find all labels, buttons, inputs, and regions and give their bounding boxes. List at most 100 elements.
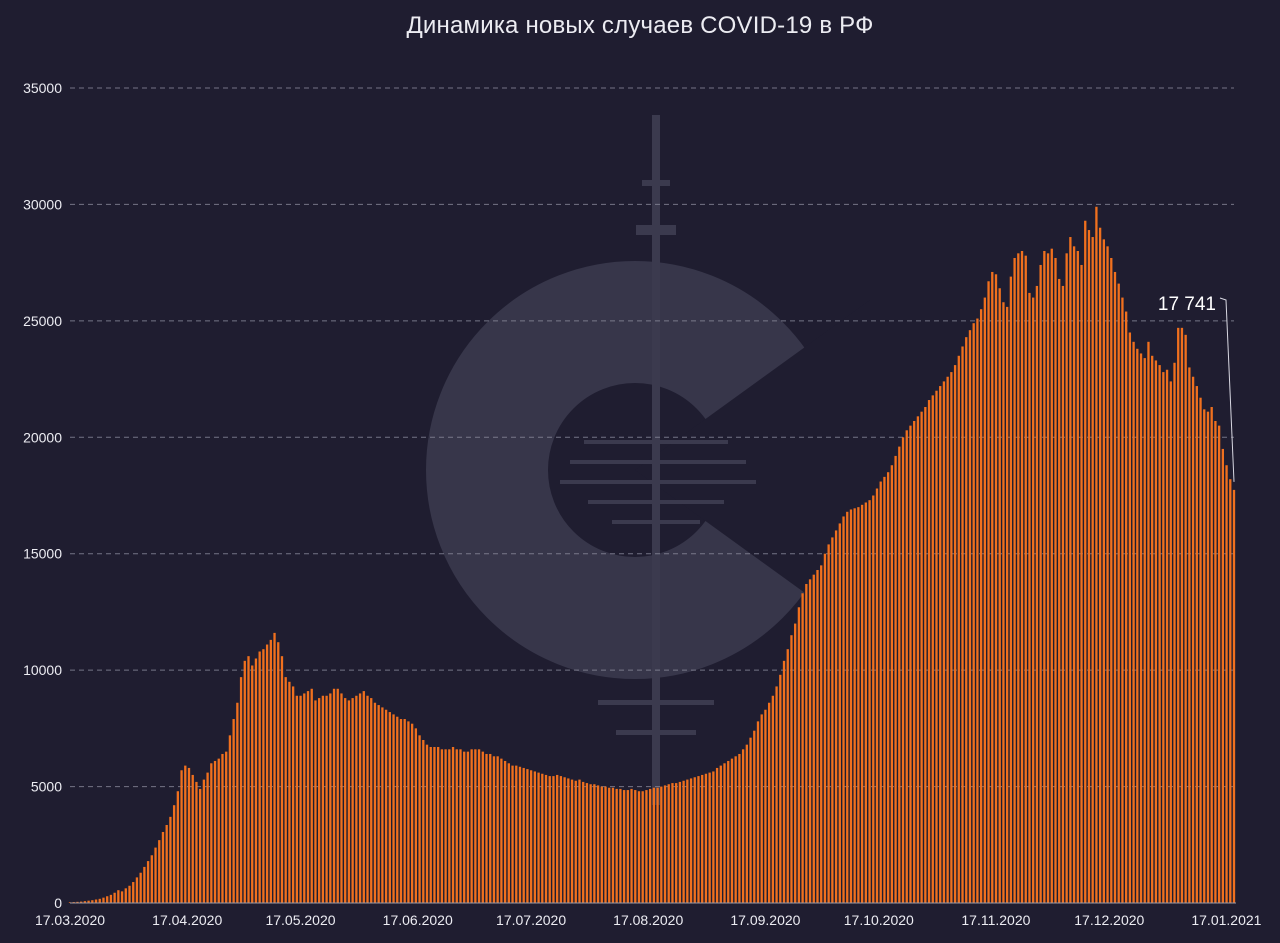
bar (593, 784, 596, 903)
bar (794, 623, 797, 903)
x-tick-label: 17.05.2020 (265, 912, 335, 928)
x-tick-label: 17.10.2020 (844, 912, 914, 928)
bar (1199, 397, 1202, 903)
bar (102, 897, 105, 903)
bar (146, 861, 150, 903)
bar (812, 574, 815, 903)
bar (827, 544, 830, 903)
bar (946, 376, 949, 903)
bar (771, 695, 775, 903)
bar (1035, 285, 1039, 903)
bar (381, 707, 384, 903)
x-tick-label: 17.06.2020 (383, 912, 453, 928)
bar (161, 831, 165, 903)
bar (957, 355, 960, 903)
bar (775, 686, 778, 903)
bar (489, 753, 492, 903)
bar (831, 537, 834, 903)
bar (834, 530, 838, 903)
bar (1206, 411, 1210, 903)
bar (377, 705, 380, 903)
y-tick-label: 35000 (23, 80, 62, 96)
bar (715, 767, 719, 903)
bar (738, 753, 741, 903)
bar (474, 749, 477, 903)
bar (805, 583, 808, 903)
bar (1136, 348, 1139, 903)
bar (113, 892, 116, 903)
bar (972, 323, 975, 903)
x-tick-label: 17.07.2020 (496, 912, 566, 928)
bar (570, 779, 574, 903)
y-tick-label: 10000 (23, 662, 62, 678)
bar (820, 565, 823, 903)
bar (477, 749, 481, 903)
bar (976, 318, 979, 903)
bar (109, 894, 113, 903)
bar (1050, 248, 1053, 904)
bar (288, 681, 291, 903)
bar (764, 709, 767, 903)
bar (251, 665, 254, 903)
bar (128, 885, 131, 903)
bar (619, 788, 622, 903)
bar (1017, 253, 1020, 903)
bar (414, 728, 418, 903)
bar (80, 901, 83, 903)
bar (202, 779, 206, 903)
bar (931, 395, 934, 903)
bar (1210, 407, 1213, 903)
bar (622, 790, 626, 903)
bar (693, 777, 696, 903)
bar (1162, 372, 1165, 904)
bar (213, 760, 217, 903)
bar (172, 805, 176, 903)
bar (199, 788, 202, 903)
bar (648, 788, 652, 903)
bar (898, 446, 901, 903)
bar (329, 693, 332, 903)
bar (1113, 271, 1117, 904)
bar (228, 735, 232, 903)
bar (529, 770, 533, 903)
bar (872, 495, 875, 903)
bar (935, 390, 938, 904)
bar (429, 746, 432, 903)
bar (187, 767, 191, 903)
bar (392, 714, 395, 903)
bar (314, 700, 317, 903)
bar (358, 693, 362, 903)
bar (879, 481, 882, 903)
bar (318, 698, 321, 903)
bar (169, 816, 172, 903)
bar (890, 465, 894, 903)
bar (667, 784, 670, 903)
bar (440, 749, 444, 903)
bar (1191, 376, 1195, 903)
bar (455, 749, 458, 903)
bar (399, 719, 403, 903)
bar (355, 695, 358, 903)
bar (689, 778, 693, 903)
bar (626, 790, 629, 903)
x-tick-label: 17.01.2021 (1191, 912, 1261, 928)
annotation-label: 17 741 (1158, 294, 1216, 315)
bar (291, 686, 295, 903)
bar (1195, 386, 1198, 903)
bar (500, 758, 503, 903)
bar (496, 756, 499, 903)
bar (362, 691, 365, 903)
bar (232, 719, 235, 903)
bar (1065, 253, 1068, 903)
bar (723, 763, 726, 903)
bar (823, 553, 827, 903)
bar (280, 656, 284, 903)
bar (124, 888, 127, 903)
y-tick-label: 20000 (23, 429, 62, 445)
bar (433, 746, 436, 903)
bar (98, 898, 101, 903)
bar (425, 744, 429, 903)
bar (351, 698, 354, 903)
bar (730, 758, 734, 903)
